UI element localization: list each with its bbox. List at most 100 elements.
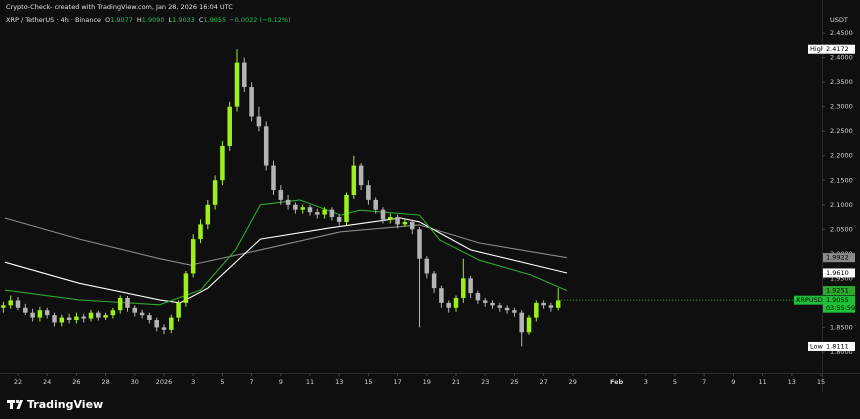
header: Crypto-Check- created with TradingView.c… [6,3,233,11]
candle-body [66,317,72,321]
x-tick-label: 24 [43,378,51,386]
candle-body [409,221,415,230]
brand: TradingView [27,398,103,411]
x-tick-label: 11 [306,378,314,386]
countdown: 03:55:59 [826,304,855,312]
symbol: XRP / TetherUS · 4h · Binance [6,16,101,24]
y-tick-label: 2.1500 [830,176,853,184]
last-price-name-box [794,295,823,305]
candle-body [307,207,313,213]
candle-body [388,217,393,220]
candle-body [132,307,138,313]
x-tick-label: 13 [788,378,796,386]
candle-body [278,190,284,200]
marker-label: High [810,45,825,53]
x-tick-label: 15 [364,378,372,386]
change: −0.0022 (−0.12%) [229,16,290,24]
last-price-value: 1.9055 [826,296,849,304]
candle-body [103,315,108,318]
x-tick-label: 28 [101,378,109,386]
candle-body [205,204,211,225]
y-tick-label: 1.9500 [830,274,853,282]
candle-body [366,185,371,200]
candle-body [439,288,444,303]
candle-body [358,165,364,186]
candle-body [8,300,13,306]
x-tick-label: 9 [279,378,283,386]
candle-body [293,204,298,210]
marker-label-box [808,341,823,351]
x-tick-label: 22 [14,378,22,386]
x-tick-label: 15 [817,378,825,386]
y-tick-label: 2.1000 [830,201,853,209]
candle-body [256,116,262,127]
x-tick-label: 3 [644,378,648,386]
candle-body [44,310,50,316]
candle-body [190,239,196,274]
x-tick-label: 30 [131,378,139,386]
line-tag: 1.9610 [826,269,849,277]
candle-body [482,300,488,303]
marker-box [823,44,855,54]
line-tag: 1.9922 [826,254,849,262]
ohlc-value: 1.9055 [203,16,226,24]
x-tick-label: 21 [452,378,460,386]
marker-box [823,341,855,351]
candle-body [526,317,532,333]
x-tick-label: 11 [758,378,766,386]
candle-body [380,209,386,220]
candle-body [373,199,378,210]
candle-body [322,209,327,215]
candle-body [344,194,349,222]
candle-body [548,305,554,308]
marker-label: Low [810,342,823,350]
moving-average [4,217,568,266]
x-tick-label: 25 [510,378,518,386]
ohlc-label: O [105,16,110,24]
candle-body [30,312,35,318]
candle-body [220,145,225,181]
marker-label-box [808,44,823,54]
candle-body [315,212,320,215]
ohlc-value: 1.9090 [142,16,165,24]
ohlc-label: C [199,16,204,24]
candle-body [117,297,123,311]
candle-body [23,307,28,313]
y-tick-label: 1.8000 [830,348,853,356]
candle-body [461,278,466,298]
candle-body [446,302,451,308]
moving-average [4,199,568,306]
candle-body [249,87,254,117]
brand-logo [7,399,23,409]
x-tick-label: 2026 [156,378,173,386]
last-price-box [823,295,855,313]
candle-body [52,315,57,323]
candle-body [15,300,21,308]
candle-body [81,316,86,319]
x-tick-label: 7 [250,378,254,386]
candle-body [1,305,6,308]
candle-body [74,316,79,321]
candle-body [285,199,291,205]
candle-body [59,317,65,323]
candle-body [497,305,503,308]
x-tick-label: 23 [481,378,489,386]
candle-body [519,312,524,333]
candle-body [336,217,342,222]
x-tick-label: 9 [731,378,735,386]
y-tick-label: 2.2000 [830,152,853,160]
candle-body [139,312,145,316]
candle-body [431,273,437,289]
candle-body [534,302,539,318]
candle-body [96,312,101,318]
candle-body [402,221,408,225]
last-price-name: XRPUSDT [796,296,827,304]
candle-body [183,273,189,303]
ohlc-label: L [169,16,173,24]
moving-average [4,217,568,304]
ohlc-value: 1.9033 [172,16,195,24]
y-tick-label: 2.0500 [830,225,853,233]
